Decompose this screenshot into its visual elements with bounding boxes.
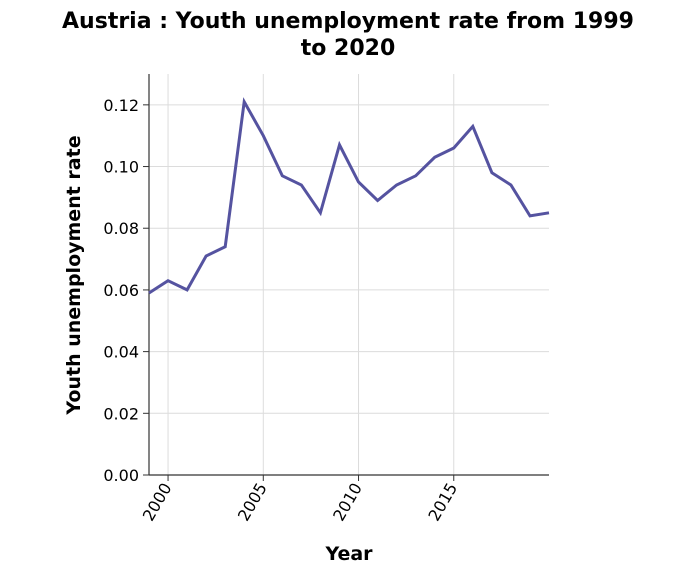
y-tick-label: 0.06 (103, 281, 139, 300)
chart-title: Austria : Youth unemployment rate from 1… (0, 8, 696, 62)
chart-title-line-2: to 2020 (300, 36, 396, 61)
x-tick-label: 2010 (329, 480, 366, 525)
plot-area (149, 74, 549, 475)
y-tick-label: 0.12 (103, 96, 139, 115)
y-tick-label: 0.04 (103, 343, 139, 362)
y-tick-label: 0.08 (103, 219, 139, 238)
grid (149, 74, 549, 476)
y-tick-label: 0.10 (103, 158, 139, 177)
x-axis-title: Year (324, 543, 373, 565)
y-axis-title: Youth unemployment rate (63, 135, 85, 415)
y-tick-label: 0.00 (103, 466, 139, 485)
x-tick-label: 2005 (234, 480, 271, 525)
series-layer (148, 97, 550, 295)
chart-title-line-1: Austria : Youth unemployment rate from 1… (62, 9, 634, 34)
axes (143, 74, 549, 481)
y-tick-label: 0.02 (103, 404, 139, 423)
series-line (148, 97, 550, 295)
x-tick-label: 2015 (424, 480, 461, 525)
x-tick-label: 2000 (139, 480, 176, 525)
